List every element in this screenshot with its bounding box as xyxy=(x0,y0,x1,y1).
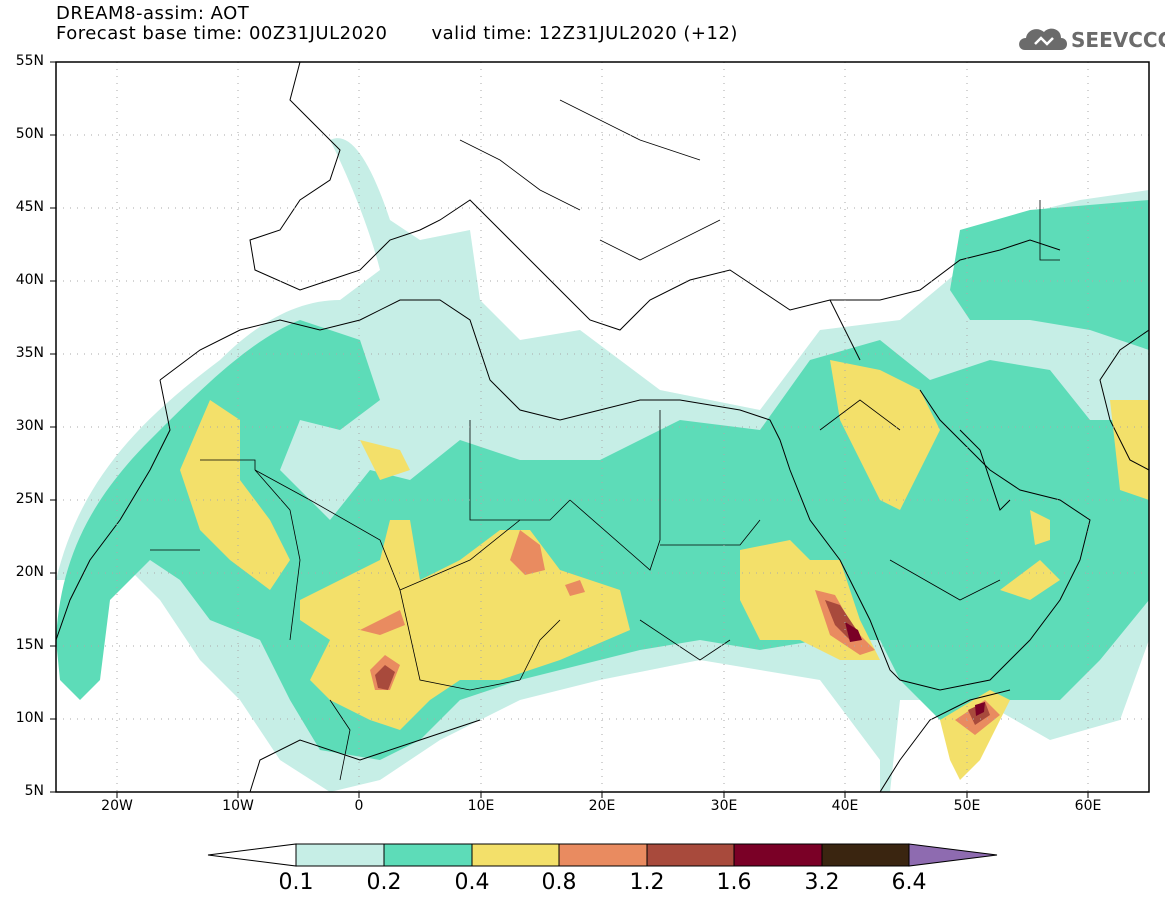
colorbar-box xyxy=(295,843,385,867)
colorbar-label: 6.4 xyxy=(891,870,927,895)
lon-label: 50E xyxy=(953,798,981,814)
colorbar-right-arrow xyxy=(908,843,998,867)
colorbar-box xyxy=(383,843,473,867)
lat-label: 45N xyxy=(15,199,44,215)
lat-label: 25N xyxy=(15,491,44,507)
lat-label: 20N xyxy=(15,564,44,580)
aot-field-layers xyxy=(56,138,1149,792)
lat-label: 35N xyxy=(15,345,44,361)
product-title: DREAM8-assim: AOT xyxy=(56,3,250,24)
lat-label: 40N xyxy=(15,272,44,288)
colorbar-box xyxy=(733,843,823,867)
lon-label: 10E xyxy=(467,798,495,814)
colorbar-box xyxy=(646,843,735,867)
colorbar-box xyxy=(471,843,560,867)
colorbar-label: 1.2 xyxy=(629,870,665,895)
colorbar-box xyxy=(558,843,648,867)
axis-ticks xyxy=(50,61,1089,798)
coastlines xyxy=(56,62,1149,792)
colorbar-label: 0.2 xyxy=(366,870,402,895)
lon-label: 40E xyxy=(831,798,859,814)
lon-label: 0 xyxy=(354,798,364,814)
time-line: Forecast base time: 00Z31JUL2020 valid ti… xyxy=(56,24,738,44)
country-borders xyxy=(150,99,1060,781)
lon-label: 30E xyxy=(710,798,738,814)
colorbar xyxy=(207,843,998,867)
colorbar-box xyxy=(821,843,910,867)
lat-label: 15N xyxy=(15,637,44,653)
lon-label: 60E xyxy=(1074,798,1102,814)
colorbar-label: 0.8 xyxy=(541,870,577,895)
colorbar-label: 0.4 xyxy=(454,870,490,895)
lat-label: 10N xyxy=(15,710,44,726)
graticule xyxy=(56,62,1149,792)
lon-label: 10W xyxy=(222,798,254,814)
valid-time: valid time: 12Z31JUL2020 (+12) xyxy=(431,23,738,44)
lat-label: 5N xyxy=(24,783,44,799)
colorbar-label: 0.1 xyxy=(278,870,314,895)
lat-label: 55N xyxy=(15,53,44,69)
colorbar-label: 3.2 xyxy=(804,870,840,895)
lon-label: 20W xyxy=(101,798,133,814)
base-time: Forecast base time: 00Z31JUL2020 xyxy=(56,23,388,44)
lon-label: 20E xyxy=(588,798,616,814)
aot-level-0-4 xyxy=(180,360,1149,780)
cloud-icon xyxy=(1019,28,1067,50)
colorbar-left-arrow xyxy=(207,843,297,867)
logo-text: SEEVCCC xyxy=(1071,28,1165,52)
seevccc-logo: SEEVCCC xyxy=(1017,22,1165,56)
colorbar-label: 1.6 xyxy=(716,870,752,895)
lat-label: 30N xyxy=(15,418,44,434)
lat-label: 50N xyxy=(15,126,44,142)
